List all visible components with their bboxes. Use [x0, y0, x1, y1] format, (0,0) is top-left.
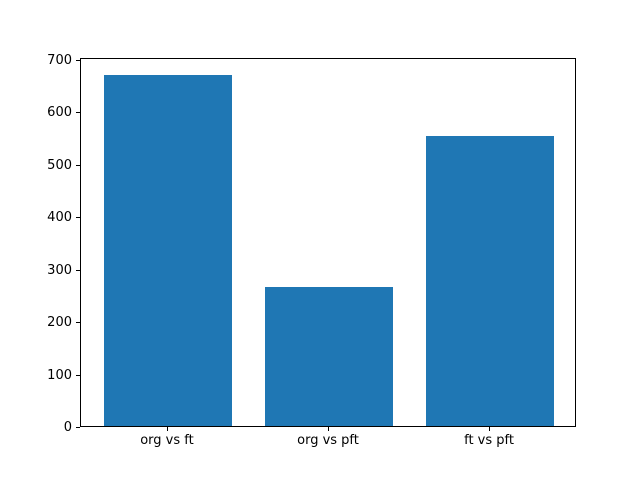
x-tick-label: ft vs pft [464, 433, 514, 448]
axes [80, 58, 576, 427]
y-tick-label: 0 [63, 420, 72, 435]
y-tick-label: 400 [47, 210, 72, 226]
y-tick-mark [76, 59, 80, 61]
y-tick-label: 600 [47, 105, 72, 121]
y-tick-mark [76, 164, 80, 166]
y-tick-label: 500 [47, 157, 72, 173]
y-tick-mark [76, 112, 80, 114]
y-tick-label: 100 [47, 367, 72, 383]
x-tick-mark [328, 427, 329, 431]
x-tick-label: org vs ft [140, 433, 194, 448]
bar-ft-vs-pft [425, 136, 555, 426]
y-tick-label: 700 [47, 52, 72, 68]
y-tick-mark [76, 269, 80, 271]
bar-org-vs-ft [103, 74, 233, 426]
y-tick-label: 300 [47, 262, 72, 278]
y-tick-mark [76, 322, 80, 324]
y-tick-mark [76, 374, 80, 376]
y-tick-mark [76, 217, 80, 219]
x-tick-label: org vs pft [297, 433, 359, 448]
y-tick-label: 200 [47, 315, 72, 331]
x-tick-mark [166, 427, 168, 431]
y-tick-mark [76, 427, 80, 428]
bar-org-vs-pft [264, 287, 394, 426]
x-tick-mark [489, 427, 491, 431]
